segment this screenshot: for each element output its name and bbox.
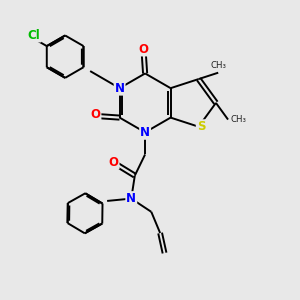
- Text: CH₃: CH₃: [230, 115, 246, 124]
- Text: N: N: [115, 82, 124, 95]
- Text: O: O: [139, 43, 148, 56]
- Text: Cl: Cl: [28, 28, 40, 41]
- Text: O: O: [91, 108, 100, 121]
- Text: O: O: [109, 156, 118, 169]
- Text: S: S: [197, 120, 205, 133]
- Text: N: N: [126, 192, 136, 205]
- Text: CH₃: CH₃: [210, 61, 226, 70]
- Text: N: N: [140, 126, 150, 139]
